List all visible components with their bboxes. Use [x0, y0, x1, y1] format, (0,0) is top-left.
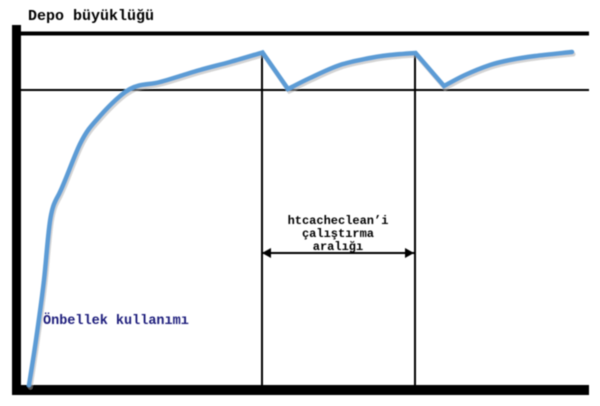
svg-text:Önbellek kullanımı: Önbellek kullanımı: [43, 312, 189, 329]
svg-text:çalıştırma: çalıştırma: [302, 227, 374, 241]
svg-text:htcacheclean’i: htcacheclean’i: [288, 214, 389, 228]
svg-text:aralığı: aralığı: [313, 240, 363, 254]
svg-text:Depo büyüklüğü: Depo büyüklüğü: [28, 8, 154, 25]
